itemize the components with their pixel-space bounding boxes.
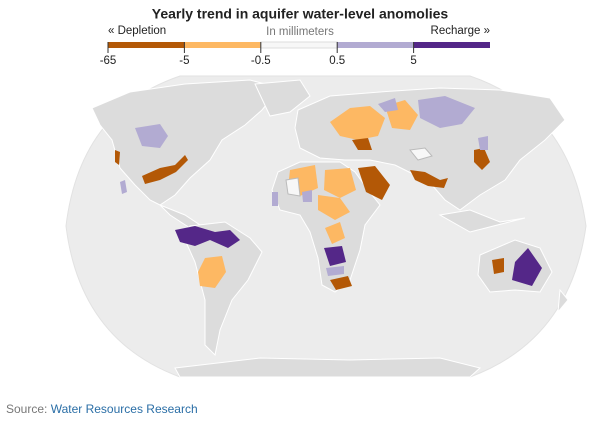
aquifer xyxy=(330,276,352,290)
aquifer xyxy=(352,138,372,150)
legend-tick-label: -65 xyxy=(100,55,117,67)
legend-swatch xyxy=(184,42,261,48)
legend-swatch xyxy=(108,42,185,48)
aquifer xyxy=(492,258,504,274)
aquifer xyxy=(474,148,490,170)
source-label: Source: xyxy=(6,402,48,416)
legend-tick-label: 5 xyxy=(410,55,416,67)
aquifer xyxy=(325,222,345,244)
legend-swatch xyxy=(260,41,338,49)
aquifer xyxy=(120,180,127,194)
aquifer xyxy=(512,248,542,286)
aquifer xyxy=(330,106,385,140)
south-america xyxy=(184,221,263,357)
aquifer xyxy=(326,266,344,276)
greenland xyxy=(254,79,311,117)
legend-right-label: Recharge » xyxy=(431,25,490,37)
aquifer xyxy=(409,147,433,161)
aquifer xyxy=(285,177,301,197)
new-zealand xyxy=(557,288,569,314)
legend-left-label: « Depletion xyxy=(108,25,166,37)
aquifer xyxy=(478,136,488,150)
source-link[interactable]: Water Resources Research xyxy=(50,402,198,416)
aquifer xyxy=(318,195,350,220)
map-figure: Yearly trend in aquifer water-level anom… xyxy=(65,6,587,378)
aquifer xyxy=(324,168,356,198)
legend-swatch xyxy=(337,42,414,48)
aquifer xyxy=(135,124,168,148)
aquifer xyxy=(324,246,346,266)
antarctica xyxy=(174,357,482,378)
aquifer xyxy=(115,150,120,165)
aquifer xyxy=(142,155,188,184)
aquifer xyxy=(378,98,398,112)
aquifers xyxy=(115,96,542,290)
aquifer xyxy=(175,226,240,248)
legend-unit-label: In millimeters xyxy=(266,26,334,38)
legend: -65 -5 -0.5 0.5 5 xyxy=(100,41,490,67)
aquifer xyxy=(358,166,390,200)
source: Source: Water Resources Research xyxy=(6,402,198,416)
aquifer xyxy=(418,96,475,128)
aquifer xyxy=(272,192,278,206)
legend-tick-label: -0.5 xyxy=(251,55,271,67)
legend-tick-label: -5 xyxy=(179,55,189,67)
southeast-asia xyxy=(438,209,526,233)
aquifer xyxy=(302,190,312,202)
aquifer xyxy=(410,170,448,188)
legend-tick-label: 0.5 xyxy=(329,55,345,67)
title: Yearly trend in aquifer water-level anom… xyxy=(152,6,449,22)
land xyxy=(91,79,569,378)
aquifer xyxy=(198,256,226,288)
legend-swatch xyxy=(413,42,490,48)
